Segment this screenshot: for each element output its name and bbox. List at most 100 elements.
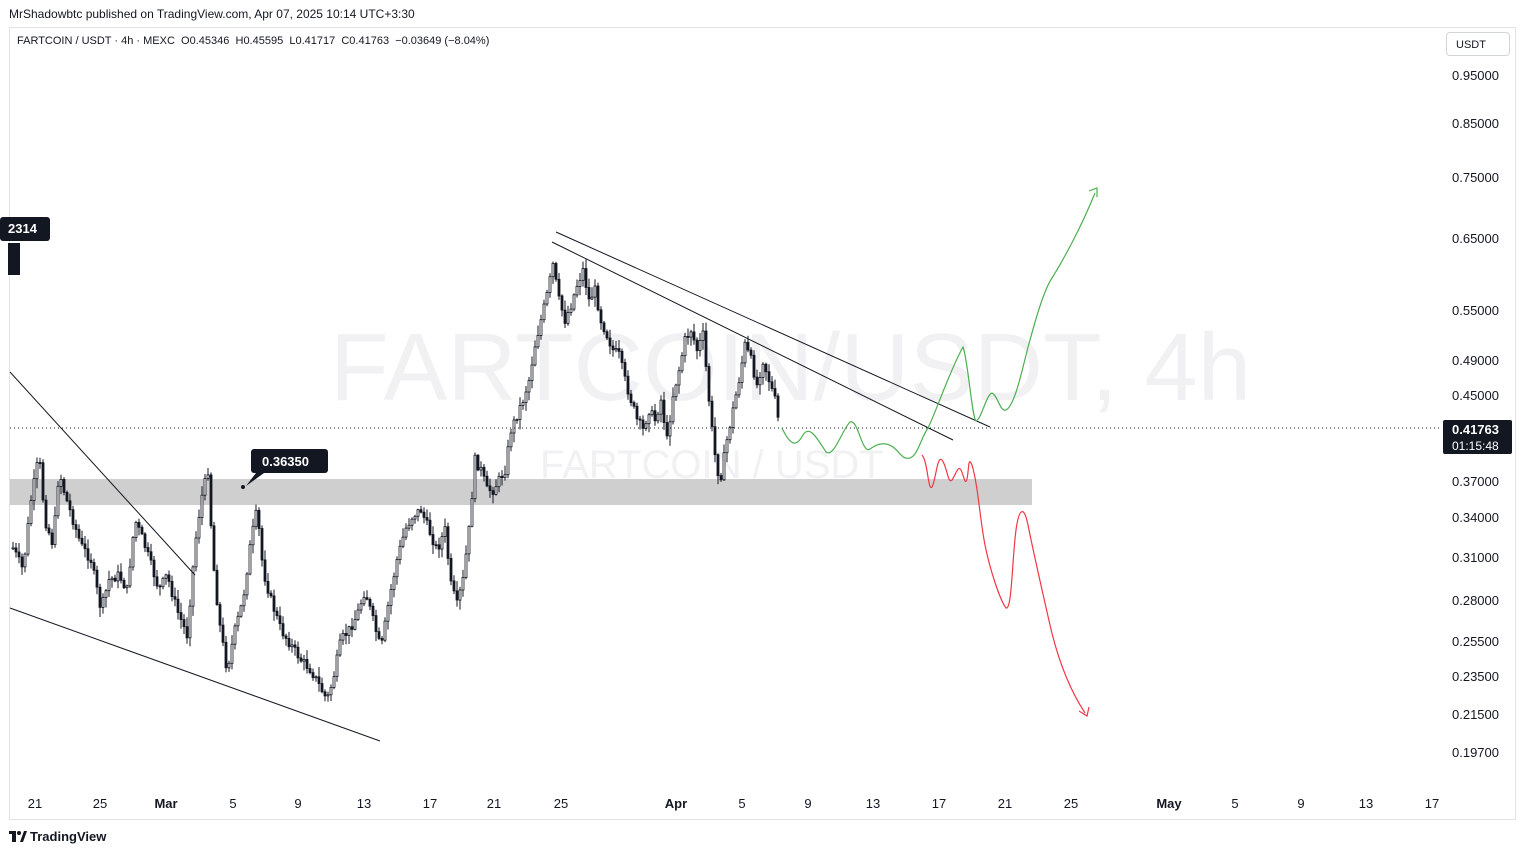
- price-axis-label: 0.65000: [1452, 231, 1499, 246]
- candle-body: [284, 635, 288, 639]
- price-axis[interactable]: 0.95000 0.85000 0.75000 0.65000 0.55000 0.490…: [1452, 68, 1499, 760]
- candle-body: [44, 499, 48, 529]
- candle-body: [776, 395, 780, 418]
- tradingview-footer[interactable]: TradingView: [9, 829, 106, 845]
- candle-body: [668, 421, 672, 437]
- price-axis-label: 0.49000: [1452, 353, 1499, 368]
- candle-body: [533, 346, 537, 366]
- candle-body: [14, 547, 18, 553]
- time-axis[interactable]: 21 25 Mar 5 9 13 17 21 25 Apr 5 9 13 17 21 25 May 5 9 13 17: [28, 796, 1439, 811]
- candle-body: [389, 589, 393, 606]
- candle-body: [590, 296, 594, 300]
- candle-body: [62, 478, 66, 493]
- candle-body: [173, 596, 177, 600]
- candle-body: [275, 610, 279, 617]
- candle-body: [725, 439, 729, 454]
- candle-body: [452, 580, 456, 592]
- candle-body: [650, 410, 654, 416]
- legend-high-label: H: [235, 35, 244, 47]
- candle-body: [242, 594, 246, 607]
- candle-body: [269, 592, 273, 597]
- candle-body: [86, 548, 90, 561]
- candle-body: [662, 399, 666, 424]
- candle-body: [380, 638, 384, 641]
- candle-body: [692, 331, 696, 341]
- price-axis-label: 0.31000: [1452, 550, 1499, 565]
- time-axis-label: Mar: [154, 796, 177, 811]
- candle-body: [713, 426, 717, 456]
- candle-body: [671, 396, 675, 423]
- legend-open-label: O: [181, 35, 190, 47]
- time-axis-label: 21: [487, 796, 501, 811]
- currency-button[interactable]: USDT: [1446, 32, 1510, 56]
- candle-body: [332, 676, 336, 688]
- candle-body: [344, 633, 348, 636]
- time-axis-label: 9: [1297, 796, 1304, 811]
- last-price-value: 0.41763: [1452, 422, 1499, 437]
- time-axis-label: 13: [866, 796, 880, 811]
- candle-body: [674, 384, 678, 398]
- time-axis-label: 5: [738, 796, 745, 811]
- candle-body: [680, 355, 684, 372]
- candle-body: [71, 509, 75, 525]
- candle-body: [440, 536, 444, 550]
- candle-body: [131, 537, 135, 568]
- candle-body: [431, 534, 435, 546]
- candle-body: [101, 597, 105, 608]
- candle-body: [233, 625, 237, 645]
- legend-low-label: L: [289, 35, 296, 47]
- candle-body: [602, 322, 606, 333]
- annotation-label: 0.36350: [262, 454, 309, 469]
- candle-body: [473, 454, 477, 500]
- candle-body: [140, 526, 144, 535]
- candle-body: [407, 524, 411, 529]
- candle-body: [689, 331, 693, 338]
- candle-body: [551, 262, 555, 278]
- candle-body: [89, 559, 93, 563]
- tradingview-brand: TradingView: [30, 829, 107, 844]
- candle-body: [773, 388, 777, 397]
- candle-body: [26, 523, 30, 555]
- candle-body: [248, 544, 252, 575]
- candle-body: [461, 577, 465, 591]
- tradingview-logo-icon: [9, 830, 27, 845]
- candle-body: [23, 553, 27, 568]
- candle-body: [59, 478, 63, 487]
- candle-body: [428, 519, 432, 535]
- candle-body: [686, 335, 690, 338]
- candle-body: [731, 407, 735, 428]
- candle-body: [638, 418, 642, 421]
- time-axis-label: 17: [932, 796, 946, 811]
- candle-body: [167, 574, 171, 582]
- candle-body: [446, 526, 450, 559]
- candle-body: [614, 348, 618, 351]
- candle-body: [221, 624, 225, 643]
- candle-body: [95, 569, 99, 588]
- candle-body: [47, 527, 51, 534]
- candle-body: [305, 659, 309, 669]
- candle-body: [341, 633, 345, 641]
- candle-body: [182, 619, 186, 628]
- candle-body: [287, 638, 291, 648]
- candle-body: [566, 312, 570, 324]
- candle-body: [518, 405, 522, 420]
- candle-body: [119, 571, 123, 581]
- left-price-tag: 2314: [0, 217, 50, 275]
- candle-body: [272, 595, 276, 612]
- candle-body: [728, 427, 732, 441]
- symbol-legend: FARTCOIN / USDT · 4h · MEXC O0.45346 H0.…: [17, 35, 489, 47]
- time-axis-label: 17: [1425, 796, 1439, 811]
- candle-body: [200, 494, 204, 519]
- candle-body: [617, 348, 621, 352]
- price-annotation[interactable]: 0.36350: [241, 449, 328, 489]
- candle-body: [146, 547, 150, 553]
- candle-body: [701, 330, 705, 341]
- candle-body: [92, 562, 96, 571]
- price-axis-label: 0.19700: [1452, 745, 1499, 760]
- candle-body: [419, 509, 423, 513]
- candle-body: [209, 474, 213, 527]
- candle-body: [80, 537, 84, 545]
- legend-symbol: FARTCOIN / USDT · 4h · MEXC: [17, 35, 175, 47]
- candle-body: [368, 598, 372, 607]
